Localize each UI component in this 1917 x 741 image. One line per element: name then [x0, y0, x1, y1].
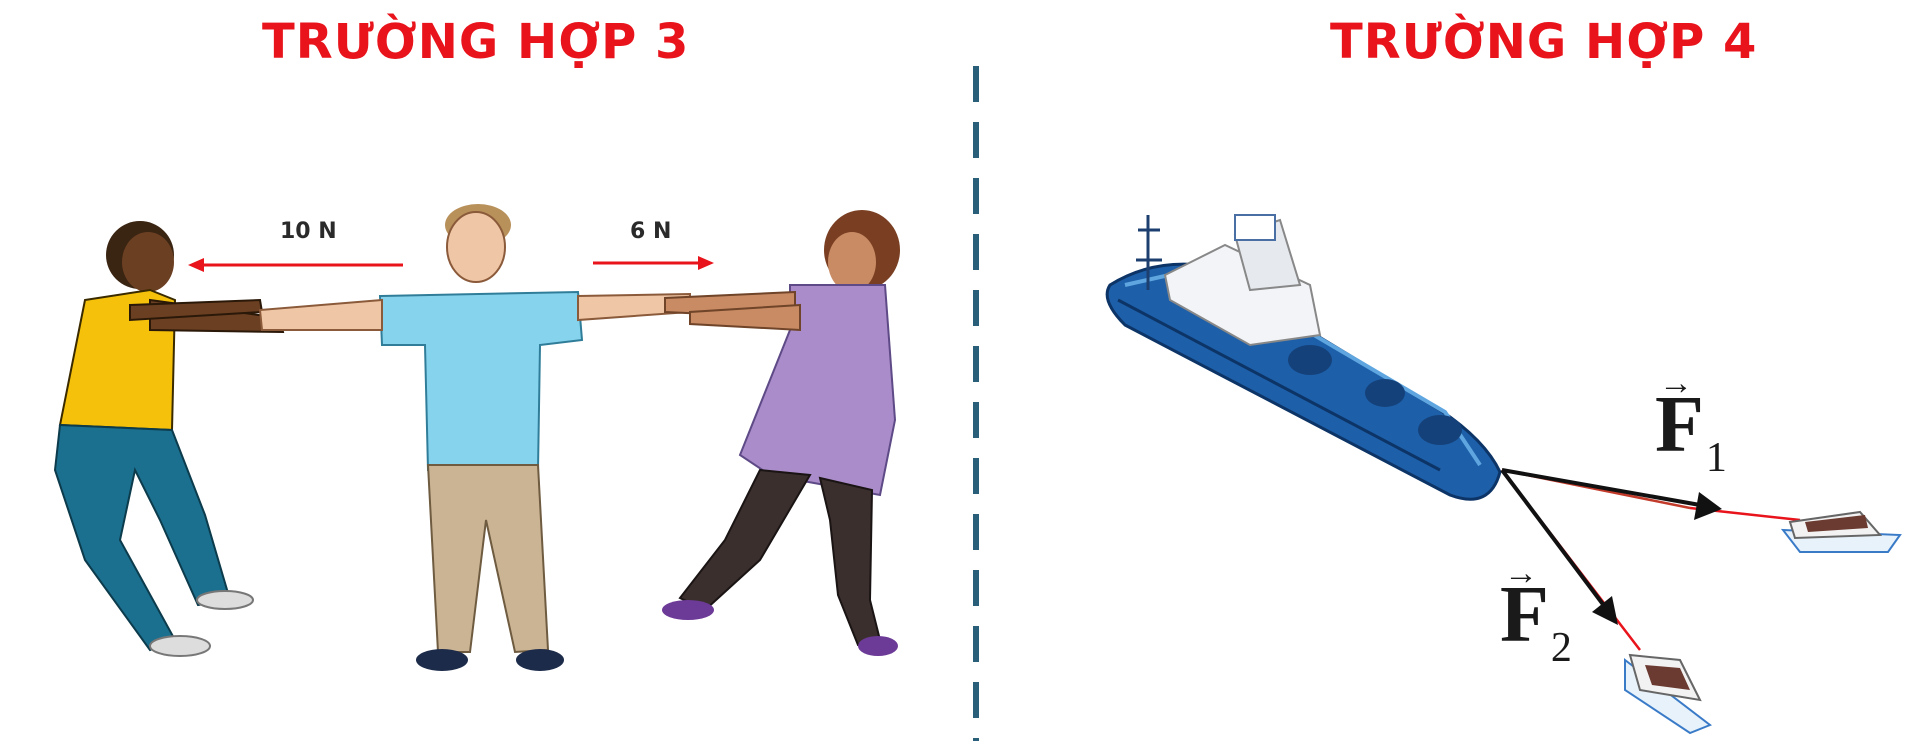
force-vector-f2 — [1500, 468, 1618, 625]
person-left-figure — [53, 221, 285, 657]
case-3-title: TRƯỜNG HỢP 3 — [262, 14, 690, 70]
vector-sub-f2: 2 — [1550, 625, 1572, 671]
force-vector-f1 — [1501, 468, 1722, 520]
vector-arrow-f2: → — [1504, 555, 1538, 592]
vector-label-f1: → F1 — [1655, 365, 1727, 481]
vector-label-f2: → F2 — [1500, 555, 1572, 671]
force-label-right: 6 N — [630, 219, 672, 244]
small-boat-2 — [1624, 653, 1713, 735]
small-boat-1 — [1780, 510, 1902, 553]
vector-sub-f1: 1 — [1705, 435, 1727, 481]
person-right-figure — [662, 210, 900, 656]
ship-figure — [1105, 214, 1502, 501]
case-4-title: TRƯỜNG HỢP 4 — [1330, 14, 1758, 70]
force-label-left: 10 N — [280, 219, 337, 244]
vector-letter-f2: F — [1500, 571, 1549, 659]
vector-letter-f1: F — [1655, 381, 1704, 469]
person-middle-figure — [258, 204, 691, 671]
vector-arrow-f1: → — [1659, 365, 1693, 402]
force-arrow-left — [188, 258, 403, 272]
dashed-divider — [973, 66, 979, 741]
force-arrow-right — [593, 256, 714, 270]
